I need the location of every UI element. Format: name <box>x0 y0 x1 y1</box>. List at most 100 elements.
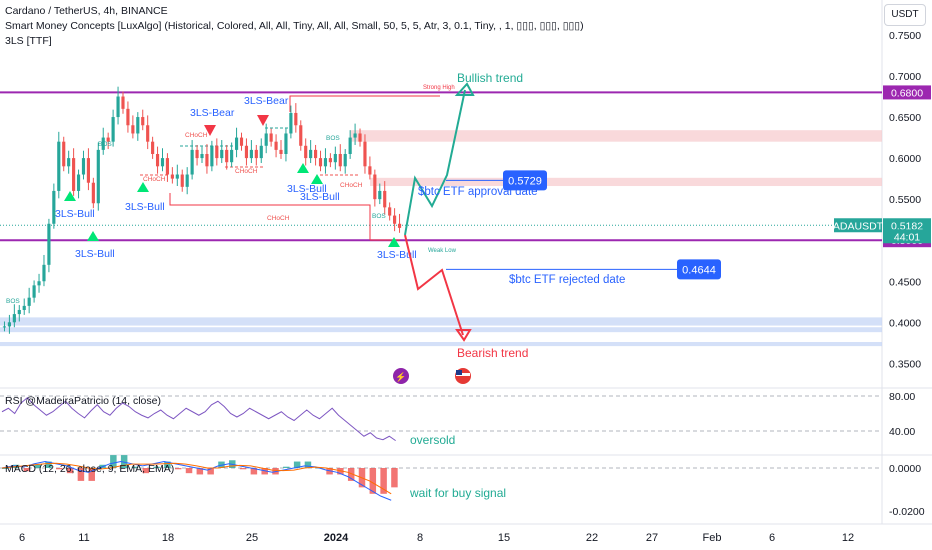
weak-low-label: Weak Low <box>428 248 457 254</box>
smc-structure-label: CHoCH <box>340 182 363 189</box>
candle-body <box>170 174 174 179</box>
rsi-tick-label: 40.00 <box>889 426 915 438</box>
macd-histogram-bar <box>293 461 301 468</box>
macd-histogram-bar <box>153 466 160 468</box>
currency-button[interactable]: USDT <box>884 4 926 26</box>
candle-body <box>12 314 16 323</box>
price-tick-label: 0.4000 <box>889 317 921 329</box>
macd-histogram-bar <box>110 455 117 468</box>
macd-histogram-bar <box>239 468 247 470</box>
candle-body <box>323 158 328 167</box>
candle-body <box>72 158 76 191</box>
demand-zone <box>0 317 882 326</box>
candle-body <box>200 153 204 159</box>
candle-body <box>383 190 387 208</box>
smc-structure-label: BOS <box>98 141 112 148</box>
candle-body <box>195 149 199 159</box>
macd-note: wait for buy signal <box>409 486 506 500</box>
candle-body <box>126 108 130 126</box>
price-box-etf-rejected-text: 0.4644 <box>682 264 716 276</box>
macd-histogram-bar <box>391 468 398 488</box>
price-tick-label: 0.6000 <box>889 153 921 165</box>
candle-body <box>318 158 323 167</box>
time-axis-label: 2024 <box>324 532 349 544</box>
macd-histogram-bar <box>196 468 204 475</box>
candle-body <box>373 174 377 200</box>
candle-body <box>368 166 372 175</box>
candle-body <box>294 112 298 126</box>
etf-rejected-label: $btc ETF rejected date <box>509 274 625 286</box>
price-tick-label: 0.5500 <box>889 194 921 206</box>
candle-body <box>309 149 313 159</box>
candle-body <box>314 149 318 159</box>
candle-body <box>333 153 337 163</box>
candle-body <box>96 149 100 204</box>
macd-histogram-bar <box>45 461 52 468</box>
strong-high-line <box>289 95 440 112</box>
choch-line <box>169 193 371 240</box>
candle-body <box>101 137 105 150</box>
candle-body <box>254 149 258 159</box>
pattern-label: 3LS-Bull <box>75 248 115 260</box>
macd-histogram-bar <box>174 468 182 470</box>
candle-body <box>249 149 253 159</box>
candle-body <box>175 174 179 179</box>
macd-histogram-bar <box>34 464 41 468</box>
candle-body <box>42 264 46 282</box>
price-tick-label: 0.3500 <box>889 358 921 370</box>
3ls-indicator-title[interactable]: 3LS [TTF] <box>5 35 52 47</box>
bull-triangle <box>64 191 76 201</box>
candle-body <box>215 145 219 159</box>
candle-body <box>348 137 352 154</box>
macd-histogram-bar <box>347 468 355 481</box>
time-axis-label: 11 <box>78 532 89 544</box>
candle-body <box>190 149 194 175</box>
bull-triangle <box>137 182 149 192</box>
us-flag-icon-stripe <box>456 373 470 376</box>
macd-histogram-bar <box>77 468 85 481</box>
candle-body <box>393 215 397 224</box>
candle-body <box>116 96 120 118</box>
lightning-icon-glyph: ⚡ <box>395 371 406 383</box>
macd-histogram-bar <box>120 455 128 468</box>
candle-body <box>343 153 347 167</box>
smc-structure-label: CHoCH <box>143 176 166 183</box>
us-flag-icon-canton <box>456 370 462 375</box>
pattern-label: 3LS-Bull <box>287 183 327 195</box>
bullish-projection <box>404 89 466 236</box>
pattern-label: 3LS-Bull <box>377 249 417 261</box>
candle-body <box>220 149 224 159</box>
price-axis-label-text: ADAUSDT <box>833 220 884 232</box>
candle-body <box>304 145 308 159</box>
macd-histogram-bar <box>380 468 387 494</box>
candle-body <box>131 125 135 134</box>
macd-line <box>1 461 392 501</box>
macd-histogram-bar <box>56 468 63 470</box>
candle-body <box>151 141 155 154</box>
candle-body <box>274 141 278 150</box>
time-axis-label: Feb <box>703 532 722 544</box>
signal-line <box>1 462 392 495</box>
pattern-label: 3LS-Bear <box>244 95 289 107</box>
symbol-title[interactable]: Cardano / TetherUS, 4h, BINANCE <box>5 5 168 17</box>
macd-histogram-bar <box>23 468 31 472</box>
price-box-etf-approval-text: 0.5729 <box>508 175 542 187</box>
time-axis-label: 6 <box>769 532 775 544</box>
smc-indicator-title[interactable]: Smart Money Concepts [LuxAlgo] (Historic… <box>5 20 584 32</box>
macd-histogram-bar <box>66 468 74 474</box>
bullish-trend-label: Bullish trend <box>457 71 523 85</box>
bear-triangle <box>204 125 216 136</box>
candle-body <box>155 153 160 167</box>
candle-body <box>2 326 7 328</box>
candle-body <box>22 305 26 310</box>
price-axis-label <box>883 85 931 100</box>
pattern-label: 3LS-Bear <box>190 107 235 119</box>
bull-triangle <box>297 163 309 173</box>
macd-histogram-bar <box>185 468 193 474</box>
pattern-label: 3LS-Bull <box>300 191 340 203</box>
bearish-projection <box>404 234 464 336</box>
candle-body <box>136 117 140 134</box>
candle-body <box>165 158 170 175</box>
candle-body <box>111 117 115 142</box>
